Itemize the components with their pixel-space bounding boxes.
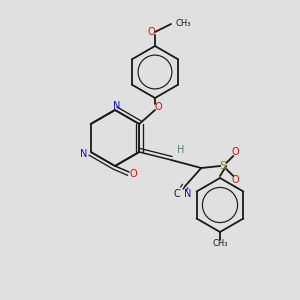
Text: CH₃: CH₃	[212, 239, 228, 248]
Text: H: H	[177, 145, 184, 155]
Text: O: O	[154, 102, 162, 112]
Text: O: O	[147, 27, 155, 37]
Text: N: N	[113, 101, 121, 111]
Text: S: S	[220, 161, 227, 171]
Text: N: N	[184, 189, 191, 199]
Text: C: C	[174, 189, 181, 199]
Text: N: N	[80, 149, 87, 159]
Text: O: O	[231, 175, 239, 185]
Text: O: O	[129, 169, 137, 179]
Text: O: O	[231, 147, 239, 157]
Text: CH₃: CH₃	[175, 20, 190, 28]
